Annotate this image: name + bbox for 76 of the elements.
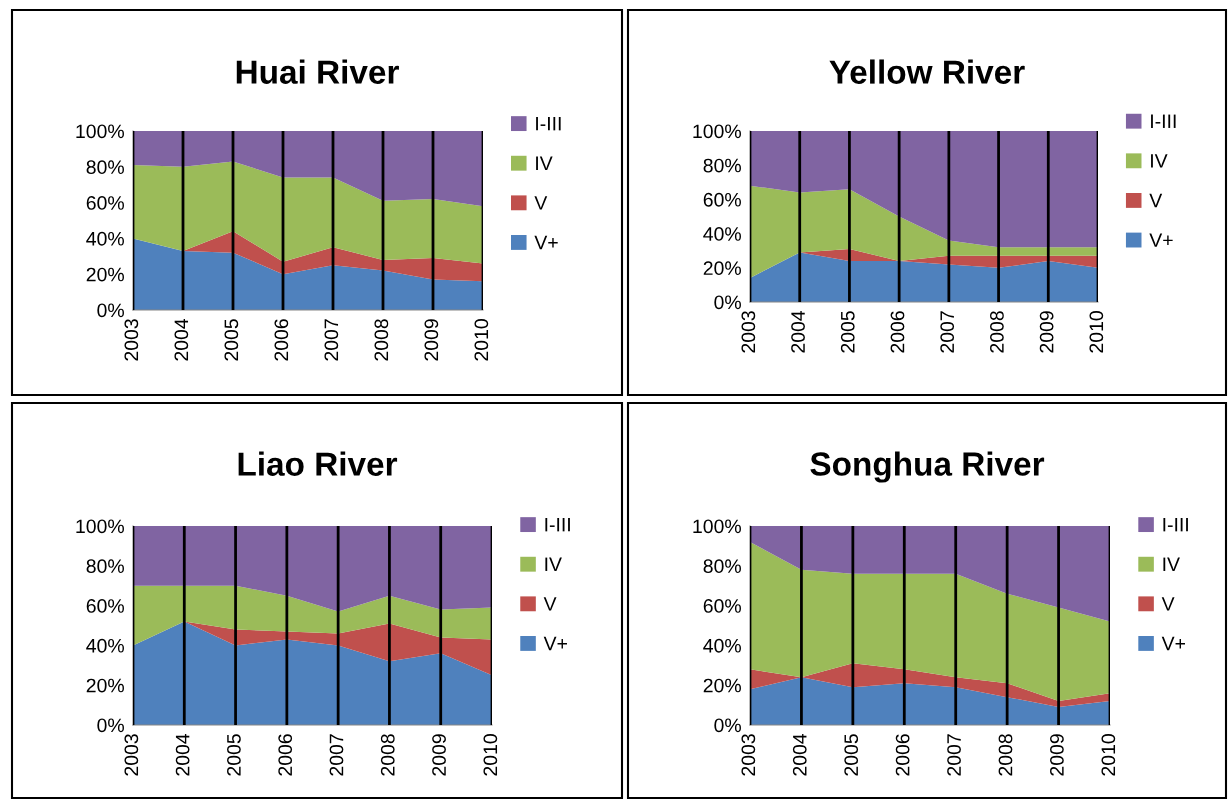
x-tick-label: 2006 <box>890 311 905 353</box>
x-tick-label: 2004 <box>175 733 190 776</box>
y-tick-label: 100% <box>76 519 124 534</box>
y-tick-label: 40% <box>703 227 741 241</box>
x-tick-label: 2004 <box>792 733 807 776</box>
y-tick-label: 100% <box>76 124 124 139</box>
y-tick-label: 100% <box>693 124 741 139</box>
y-tick-label: 80% <box>86 559 124 574</box>
x-tick-label: 2008 <box>374 319 389 361</box>
legend-label: V <box>1161 597 1175 611</box>
x-tick-label: 2010 <box>1089 311 1104 353</box>
chart-title: Liao River <box>238 451 398 476</box>
legend-label: I-III <box>1163 517 1188 532</box>
x-tick-label: 2005 <box>227 734 241 776</box>
x-tick-label: 2005 <box>844 734 859 776</box>
y-tick-label: 40% <box>703 638 741 653</box>
y-tick-label: 40% <box>86 231 124 246</box>
x-tick-label: 2004 <box>174 318 189 361</box>
legend-label: V <box>1149 193 1163 208</box>
legend-label: V <box>534 196 548 210</box>
legend-label: V+ <box>543 636 567 651</box>
x-tick-label: 2009 <box>1050 734 1064 776</box>
legend-label: I-III <box>536 116 561 131</box>
x-tick-label: 2005 <box>224 319 239 361</box>
x-tick-label: 2003 <box>124 734 139 776</box>
y-tick-label: 0% <box>97 718 124 733</box>
x-tick-label: 2007 <box>940 311 955 353</box>
x-tick-label: 2010 <box>474 319 489 361</box>
y-tick-label: 20% <box>703 261 741 276</box>
legend-label: IV <box>536 156 553 170</box>
x-tick-label: 2004 <box>791 310 805 353</box>
legend-label: I-III <box>545 517 570 532</box>
y-tick-label: 60% <box>86 599 124 613</box>
x-tick-label: 2010 <box>1101 734 1116 776</box>
legend-label: IV <box>1151 154 1168 168</box>
x-tick-label: 2006 <box>278 734 293 776</box>
y-tick-label: 60% <box>703 599 741 613</box>
x-tick-label: 2003 <box>124 319 139 361</box>
y-tick-label: 80% <box>703 559 741 574</box>
legend-label: V+ <box>1149 233 1173 247</box>
y-tick-label: 80% <box>86 160 124 175</box>
y-tick-label: 100% <box>693 519 741 534</box>
y-tick-label: 0% <box>97 303 124 318</box>
y-tick-label: 0% <box>714 295 741 310</box>
legend-label: V <box>543 597 557 611</box>
x-tick-label: 2008 <box>380 734 395 776</box>
y-tick-label: 60% <box>86 196 124 210</box>
x-tick-label: 2003 <box>741 311 756 353</box>
x-tick-label: 2006 <box>274 319 289 361</box>
y-tick-label: 0% <box>714 718 741 733</box>
x-tick-label: 2007 <box>329 734 344 776</box>
legend-label: V+ <box>1161 636 1185 651</box>
legend-label: IV <box>545 557 562 571</box>
y-tick-label: 20% <box>86 267 124 282</box>
chart-title: Huai River <box>236 59 399 84</box>
x-tick-label: 2008 <box>998 734 1013 776</box>
legend-label: IV <box>1163 557 1180 571</box>
y-tick-label: 20% <box>703 678 741 693</box>
y-tick-label: 40% <box>86 638 124 653</box>
chart-title: Songhua River <box>810 451 1045 483</box>
legend-label: V+ <box>534 235 558 250</box>
x-tick-label: 2007 <box>947 734 961 776</box>
x-tick-label: 2007 <box>324 319 339 361</box>
x-tick-label: 2008 <box>990 311 1004 353</box>
y-tick-label: 60% <box>703 192 741 207</box>
x-tick-label: 2005 <box>840 311 855 353</box>
chart-title: Yellow River <box>829 59 1025 84</box>
x-tick-label: 2009 <box>432 734 446 776</box>
x-tick-label: 2006 <box>895 734 910 776</box>
x-tick-label: 2009 <box>1039 311 1054 353</box>
x-tick-label: 2003 <box>741 734 756 776</box>
y-tick-label: 20% <box>86 678 124 693</box>
x-tick-label: 2009 <box>424 319 439 361</box>
y-tick-label: 80% <box>703 158 741 173</box>
legend-label: I-III <box>1151 114 1176 128</box>
x-tick-label: 2010 <box>483 734 498 776</box>
